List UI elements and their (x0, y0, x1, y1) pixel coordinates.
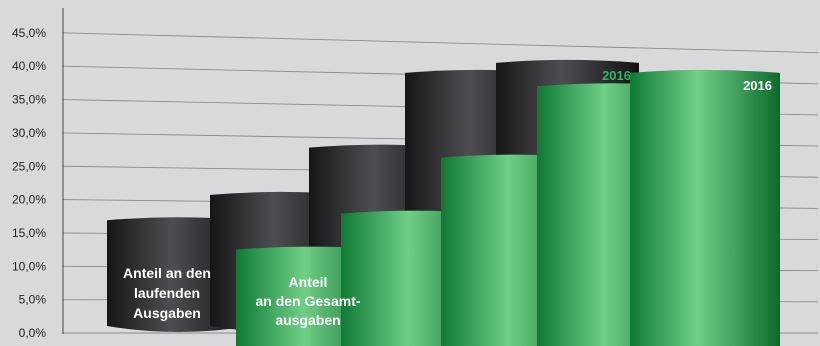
series-label-green: Anteil an den Gesamt-ausgaben (255, 274, 360, 328)
y-tick-label: 45,0% (12, 26, 46, 40)
bar-green-2016 (630, 69, 780, 346)
y-tick-label: 15,0% (12, 226, 46, 240)
y-tick-label: 20,0% (12, 193, 46, 207)
bars: 1980199020002010201619801990200020102016 (107, 59, 780, 346)
bar-dark-label-2016: 2016 (602, 68, 631, 83)
y-tick-label: 10,0% (12, 259, 46, 273)
y-tick-label: 40,0% (12, 59, 46, 73)
y-tick-label: 30,0% (12, 126, 46, 140)
y-tick-label: 35,0% (12, 93, 46, 107)
y-axis-ticks: 0,0% 5,0% 10,0% 15,0% 20,0% 25,0% 30,0% 35,0% 40… (12, 26, 46, 340)
series-label-dark: Anteil an den laufenden Ausgaben (123, 265, 211, 321)
y-tick-label: 25,0% (12, 159, 46, 173)
y-tick-label: 5,0% (19, 293, 47, 307)
grid-line (62, 32, 819, 54)
y-tick-label: 0,0% (19, 326, 47, 340)
bar-labels: Anteil an den laufenden Ausgaben Anteil an d… (123, 265, 361, 328)
bar-green-label-2016: 2016 (743, 78, 772, 93)
